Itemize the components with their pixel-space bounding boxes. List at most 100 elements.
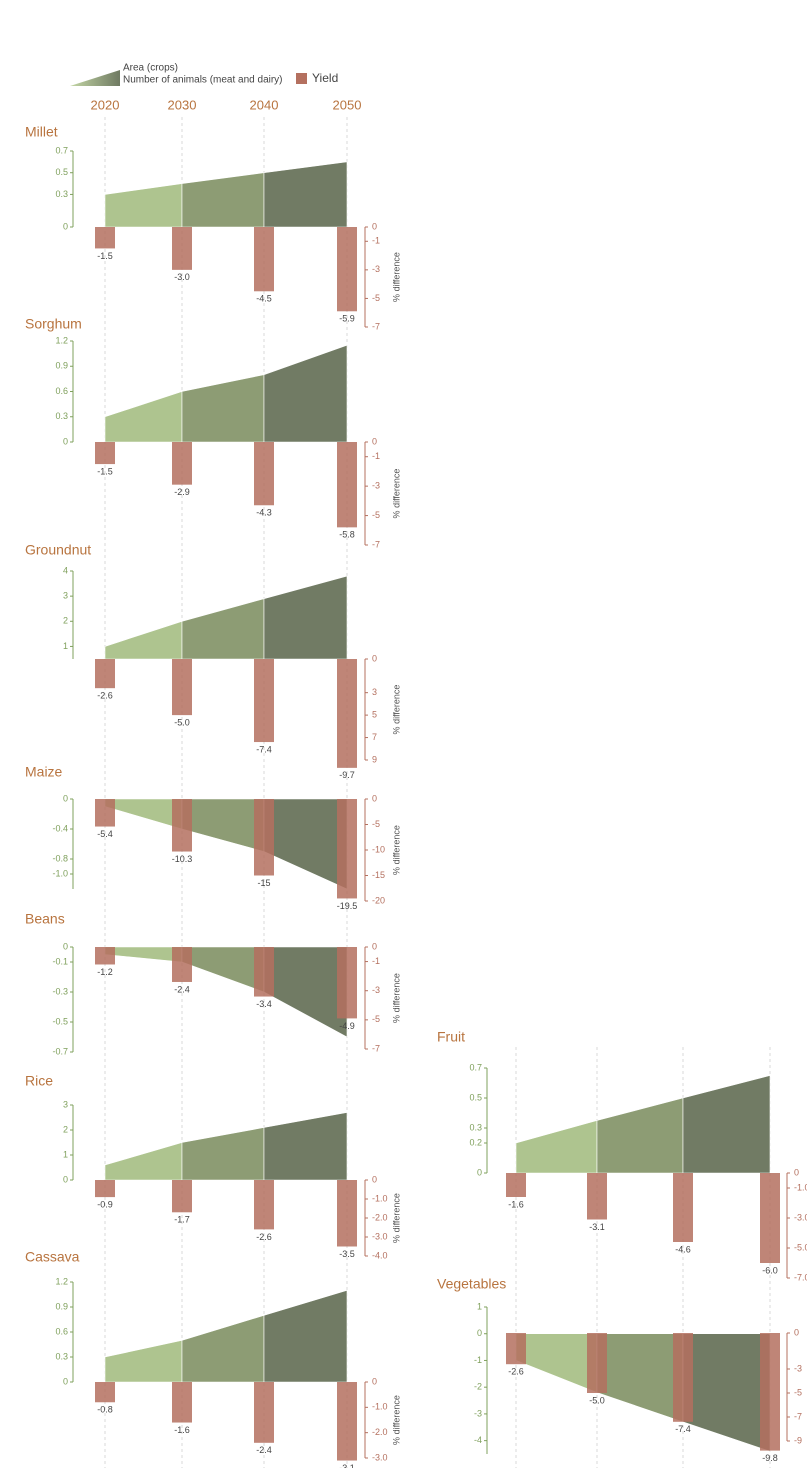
area-segment (263, 946, 348, 1038)
y-tick-label: -0.7 (52, 1046, 68, 1056)
yield-bar (95, 659, 115, 689)
y-tick-label: 0.5 (469, 1092, 482, 1102)
y-tick-label: -3 (474, 1408, 482, 1418)
y-tick-label: 0.3 (55, 411, 68, 421)
y2-tick-label: -3 (372, 985, 380, 995)
y2-axis-label: % difference (391, 469, 401, 519)
crop-title: Vegetables (437, 1276, 506, 1292)
y2-tick-label: 0 (794, 1327, 799, 1337)
y2-tick-label: -1.0 (794, 1182, 807, 1192)
yield-label: -3.1 (589, 1222, 605, 1232)
y2-tick-label: -1.0 (372, 1402, 388, 1412)
legend-animals: Number of animals (meat and dairy) (123, 75, 283, 86)
y-tick-label: 0 (63, 1376, 68, 1386)
yield-bar (254, 1382, 274, 1443)
yield-label: -1.6 (508, 1199, 524, 1209)
yield-label: -0.9 (97, 1199, 113, 1209)
y2-tick-label: 0 (794, 1167, 799, 1177)
y-tick-label: 1 (63, 641, 68, 651)
y-tick-label: 0.9 (55, 1301, 68, 1311)
area-segment (263, 161, 348, 228)
y2-tick-label: -2.0 (372, 1427, 388, 1437)
y-tick-label: 0 (477, 1328, 482, 1338)
y-tick-label: -0.5 (52, 1016, 68, 1026)
y2-tick-label: 0 (372, 941, 377, 951)
area-segment (104, 183, 183, 228)
area-segment (263, 798, 348, 890)
y-tick-label: 2 (63, 1124, 68, 1134)
y2-tick-label: -5 (372, 819, 380, 829)
legend-swatch-area (70, 70, 120, 86)
yield-bar (337, 227, 357, 312)
year-label: 2020 (91, 97, 120, 112)
y-tick-label: 0 (63, 1174, 68, 1184)
crop-title: Millet (25, 124, 58, 140)
area-segment (104, 620, 183, 660)
y2-axis-label: % difference (391, 685, 401, 735)
area-segment (181, 598, 265, 660)
yield-label: -4.9 (339, 1021, 355, 1031)
yield-bar (254, 227, 274, 292)
crop-title: Rice (25, 1073, 53, 1089)
y2-tick-label: 0 (372, 1174, 377, 1184)
yield-label: -10.3 (172, 854, 193, 864)
y2-tick-label: 0 (372, 436, 377, 446)
y2-tick-label: -1 (372, 451, 380, 461)
yield-bar (587, 1173, 607, 1220)
legend-swatch-yield (296, 73, 307, 84)
yield-bar (95, 442, 115, 465)
yield-bar (254, 659, 274, 743)
crop-title: Sorghum (25, 316, 82, 332)
area-segment (515, 1120, 598, 1174)
yield-label: -4.6 (675, 1244, 691, 1254)
y-tick-label: 1 (63, 1149, 68, 1159)
y-tick-label: 1.2 (55, 1276, 68, 1286)
yield-bar (587, 1333, 607, 1393)
y2-tick-label: 0 (372, 1376, 377, 1386)
crop-title: Cassava (25, 1249, 80, 1265)
y2-tick-label: -4.0 (372, 1250, 388, 1260)
yield-bar (760, 1333, 780, 1451)
area-segment (104, 391, 183, 443)
y2-tick-label: -7 (794, 1411, 802, 1421)
yield-label: -5.0 (589, 1395, 605, 1405)
y-tick-label: 0 (63, 221, 68, 231)
y-tick-label: 3 (63, 591, 68, 601)
yield-label: -0.8 (97, 1405, 113, 1415)
yield-label: -4.3 (256, 508, 272, 518)
y2-tick-label: -3.0 (372, 1452, 388, 1462)
yield-bar (337, 799, 357, 899)
y2-tick-label: -5 (372, 510, 380, 520)
y-tick-label: 2 (63, 616, 68, 626)
crop-title: Fruit (437, 1029, 465, 1045)
y-tick-label: 0.7 (469, 1062, 482, 1072)
y-tick-label: 0.3 (469, 1122, 482, 1132)
y2-axis-label: % difference (391, 1395, 401, 1445)
y-tick-label: 0 (63, 941, 68, 951)
crop-title: Groundnut (25, 542, 91, 558)
yield-label: -3.1 (339, 1463, 355, 1468)
y2-tick-label: -1 (372, 236, 380, 246)
y-tick-label: 0.7 (55, 145, 68, 155)
y2-tick-label: -7 (372, 1043, 380, 1053)
area-segment (181, 374, 265, 443)
y2-tick-label: -3.0 (372, 1231, 388, 1241)
area-segment (181, 798, 265, 852)
y-tick-label: 0.3 (55, 189, 68, 199)
y2-tick-label: -5.0 (794, 1242, 807, 1252)
yield-label: -5.4 (97, 829, 113, 839)
y2-tick-label: -7 (372, 539, 380, 549)
yield-bar (337, 1180, 357, 1247)
area-segment (263, 575, 348, 660)
y2-tick-label: -1.0 (372, 1193, 388, 1203)
y-tick-label: 0 (63, 436, 68, 446)
crop-title: Beans (25, 911, 65, 927)
yield-bar (172, 659, 192, 716)
y2-tick-label: -7 (372, 321, 380, 331)
yield-bar (172, 227, 192, 270)
y2-tick-label: 7 (372, 732, 377, 742)
yield-label: -4.5 (256, 294, 272, 304)
yield-label: -15 (257, 878, 270, 888)
area-segment (596, 1097, 684, 1174)
